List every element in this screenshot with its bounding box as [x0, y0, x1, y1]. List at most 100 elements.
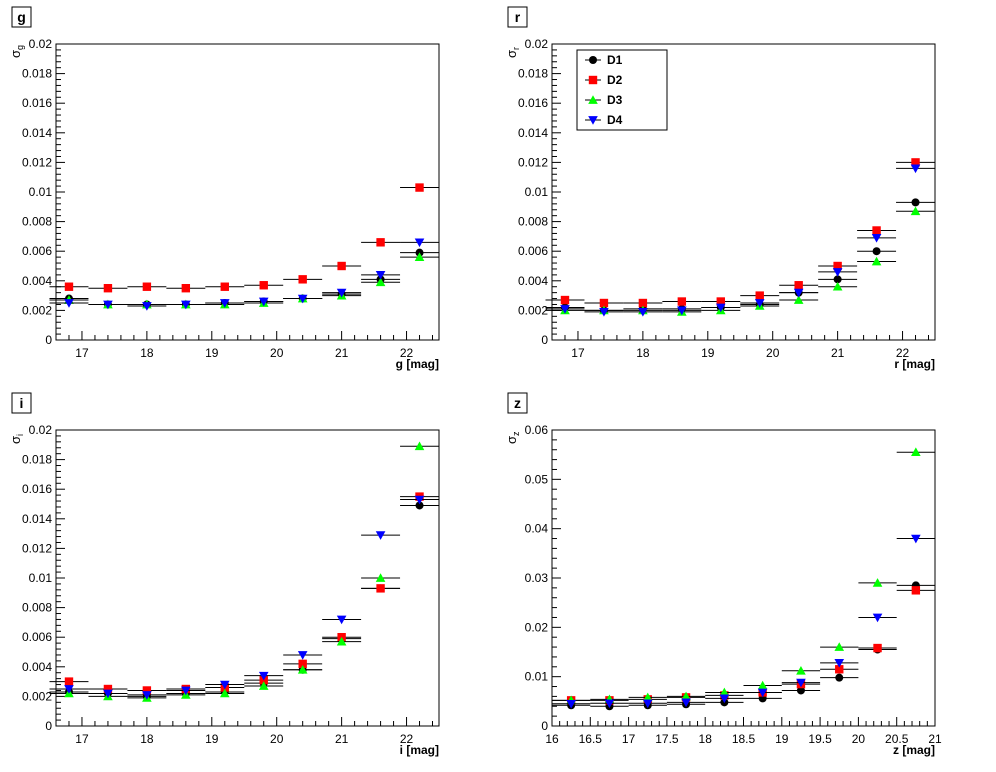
- x-tick-label: 17.5: [655, 732, 679, 746]
- plot-frame: [551, 429, 936, 727]
- data-point: [604, 699, 615, 709]
- x-tick-label: 20: [766, 346, 780, 360]
- data-point: [298, 659, 307, 669]
- legend-label: D1: [607, 53, 623, 67]
- data-point: [415, 501, 424, 510]
- series-D3: [49, 441, 439, 702]
- x-axis-label: r [mag]: [894, 357, 935, 371]
- data-point: [681, 691, 691, 701]
- x-tick-label: 22: [400, 346, 414, 360]
- data-point: [910, 164, 921, 174]
- y-axis-label: σz: [504, 431, 521, 444]
- data-point: [638, 298, 648, 308]
- panel-label: r: [515, 9, 521, 25]
- data-point: [219, 688, 230, 698]
- data-point: [796, 665, 806, 675]
- data-point: [142, 686, 152, 695]
- legend: D1 D2 D3 D4: [576, 49, 668, 131]
- y-tick-label: 0.018: [518, 67, 548, 81]
- x-tick-label: 21: [928, 732, 942, 746]
- data-point: [376, 238, 385, 247]
- y-tick-label: 0.014: [22, 126, 52, 140]
- x-tick-label: 20.5: [885, 732, 909, 746]
- x-tick-label: 16: [545, 732, 559, 746]
- data-point: [259, 281, 268, 290]
- y-tick-label: 0.018: [22, 67, 52, 81]
- data-point: [181, 686, 191, 696]
- y-tick-label: 0.014: [22, 512, 52, 526]
- data-point: [757, 680, 768, 690]
- x-tick-label: 22: [896, 346, 910, 360]
- y-tick-label: 0.016: [22, 96, 52, 110]
- data-point: [181, 284, 191, 293]
- x-tick-label: 20: [270, 346, 284, 360]
- y-tick-label: 0.016: [22, 482, 52, 496]
- data-point: [911, 586, 921, 595]
- data-point: [835, 665, 844, 674]
- data-point: [911, 198, 920, 207]
- y-tick-label: 0.016: [518, 96, 548, 110]
- data-point: [103, 689, 113, 699]
- data-point: [64, 685, 74, 694]
- y-tick-label: 0.018: [22, 453, 52, 467]
- y-tick-label: 0.012: [518, 155, 548, 169]
- y-tick-label: 0.006: [22, 630, 52, 644]
- data-point: [103, 684, 113, 694]
- y-axis-label: σr: [504, 47, 521, 58]
- series-D2: [545, 158, 935, 308]
- panel-g: 17 18 19 20 21 22 0 0.002 0.004 0.006 0.008 0.01 0.0…: [8, 6, 440, 371]
- x-tick-label: 22: [400, 732, 414, 746]
- data-point: [834, 659, 845, 668]
- y-tick-label: 0: [45, 333, 52, 347]
- legend-marker: [588, 75, 598, 85]
- data-point: [566, 699, 576, 709]
- data-point: [871, 256, 882, 266]
- data-point: [873, 643, 882, 653]
- data-point: [103, 300, 113, 310]
- data-point: [375, 277, 386, 287]
- x-tick-label: 19: [775, 732, 789, 746]
- data-point: [64, 282, 74, 291]
- x-tick-label: 20: [270, 732, 284, 746]
- series-D2: [49, 183, 439, 293]
- data-point: [297, 294, 308, 304]
- y-tick-label: 0.008: [22, 215, 52, 229]
- data-point: [642, 699, 653, 709]
- data-point: [716, 297, 725, 306]
- data-point: [220, 282, 229, 291]
- data-point: [911, 447, 921, 457]
- y-tick-label: 0.002: [22, 303, 52, 317]
- x-tick-label: 19: [701, 346, 715, 360]
- y-tick-label: 0.004: [22, 274, 52, 288]
- panel-label: i: [20, 395, 24, 411]
- y-tick-label: 0.01: [525, 670, 549, 684]
- legend-marker: [588, 95, 598, 104]
- x-tick-label: 16.5: [579, 732, 603, 746]
- y-tick-label: 0.05: [525, 472, 549, 486]
- data-point: [677, 297, 687, 306]
- data-point: [64, 299, 74, 308]
- y-tick-label: 0.002: [518, 303, 548, 317]
- y-tick-label: 0.06: [525, 423, 549, 437]
- data-point: [796, 678, 806, 688]
- series-D2: [552, 586, 935, 705]
- data-point: [834, 642, 845, 651]
- x-tick-label: 18: [140, 346, 154, 360]
- data-point: [560, 295, 570, 305]
- panel-label-box: [11, 392, 32, 414]
- x-tick-label: 21: [831, 346, 845, 360]
- data-point: [142, 691, 152, 700]
- panel-r: 17 18 19 20 21 22 0 0.002 0.004 0.006 0.008 0.01 0.0…: [504, 6, 936, 371]
- series-D3: [49, 252, 439, 309]
- y-tick-label: 0.02: [525, 37, 549, 51]
- x-tick-label: 20: [852, 732, 866, 746]
- y-tick-label: 0.01: [525, 185, 549, 199]
- data-point: [719, 687, 730, 697]
- plot-frame: [55, 43, 440, 341]
- legend-label: D4: [607, 113, 623, 127]
- x-tick-label: 21: [335, 346, 349, 360]
- y-tick-label: 0.012: [22, 541, 52, 555]
- series-D4: [49, 238, 439, 311]
- data-point: [599, 298, 609, 308]
